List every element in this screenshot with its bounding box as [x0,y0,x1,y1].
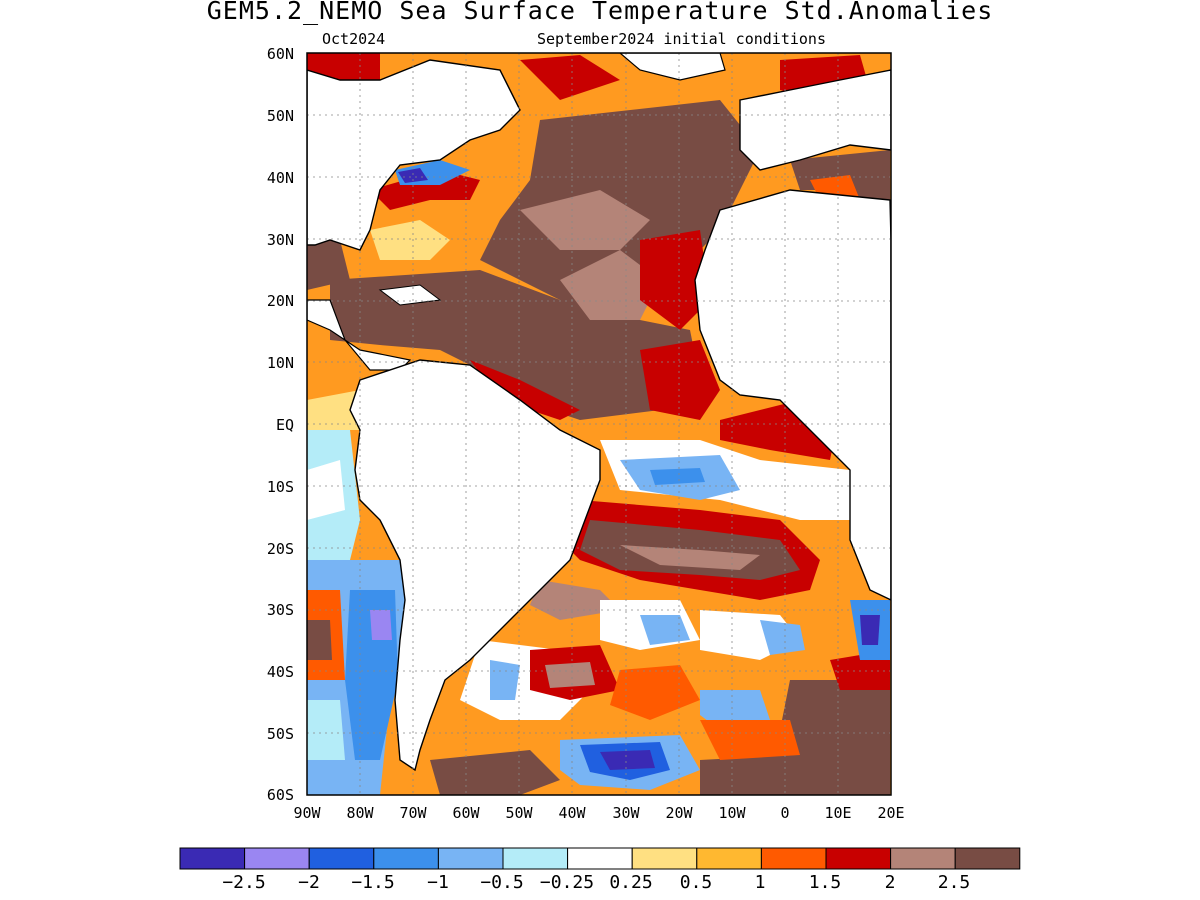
colorbar-swatch [244,847,310,870]
colorbar-swatch [696,847,762,870]
colorbar-label: −2.5 [222,872,266,893]
lat-label: 30S [266,601,294,619]
initial-conditions-label: September2024 initial conditions [537,30,826,48]
lat-label: 10N [266,354,294,372]
lat-label: 30N [266,231,294,249]
south-america-land [349,359,601,772]
lon-label: 40W [558,804,586,822]
lon-label: 10W [718,804,746,822]
colorbar-label: −2 [298,872,320,893]
lat-label: 20N [266,292,294,310]
forecast-month: Oct2024 [322,30,386,48]
colorbar-label: 1.5 [808,872,842,893]
colorbar-label: −0.25 [539,872,595,893]
colorbar-swatch [631,847,698,870]
lon-label: 0 [780,804,790,822]
colorbar-label: 2 [884,872,896,893]
colorbar [179,847,1021,870]
colorbar-swatch [890,847,956,870]
colorbar-label: −1 [427,872,449,893]
colorbar-swatch [567,847,633,870]
lat-label: 60S [266,786,294,804]
colorbar-swatch [373,847,439,870]
anomaly-field [307,53,891,795]
colorbar-swatch [179,847,246,870]
europe-land [739,69,891,171]
colorbar-swatch [825,847,892,870]
colorbar-swatch [954,847,1021,870]
colorbar-label: −1.5 [351,872,395,893]
map-frame [306,52,892,796]
colorbar-label: 2.5 [937,872,971,893]
lon-label: 10E [824,804,852,822]
lon-label: 60W [452,804,480,822]
map-title: GEM5.2_NEMO Sea Surface Temperature Std.… [206,0,994,25]
lat-label: 40S [266,663,294,681]
lon-label: 30W [612,804,640,822]
lon-label: 70W [399,804,427,822]
lon-label: 20E [877,804,905,822]
colorbar-label: 0.25 [609,872,653,893]
lon-label: 50W [505,804,533,822]
lon-label: 20W [665,804,693,822]
lat-label: EQ [275,416,294,434]
colorbar-label: 1 [754,872,766,893]
lat-label: 60N [266,45,294,63]
lat-label: 10S [266,478,294,496]
colorbar-swatch [760,847,827,870]
lat-label: 40N [266,169,294,187]
lat-label: 20S [266,540,294,558]
colorbar-swatch [308,847,375,870]
cuba-land [378,284,442,306]
lon-label: 80W [346,804,374,822]
lon-label: 90W [293,804,321,822]
lat-label: 50N [266,107,294,125]
colorbar-swatch [502,847,569,870]
lat-label: 50S [266,725,294,743]
graticule [307,53,891,795]
colorbar-label: −0.5 [480,872,524,893]
colorbar-swatch [437,847,504,870]
colorbar-label: 0.5 [679,872,713,893]
greenland-land [619,53,726,81]
